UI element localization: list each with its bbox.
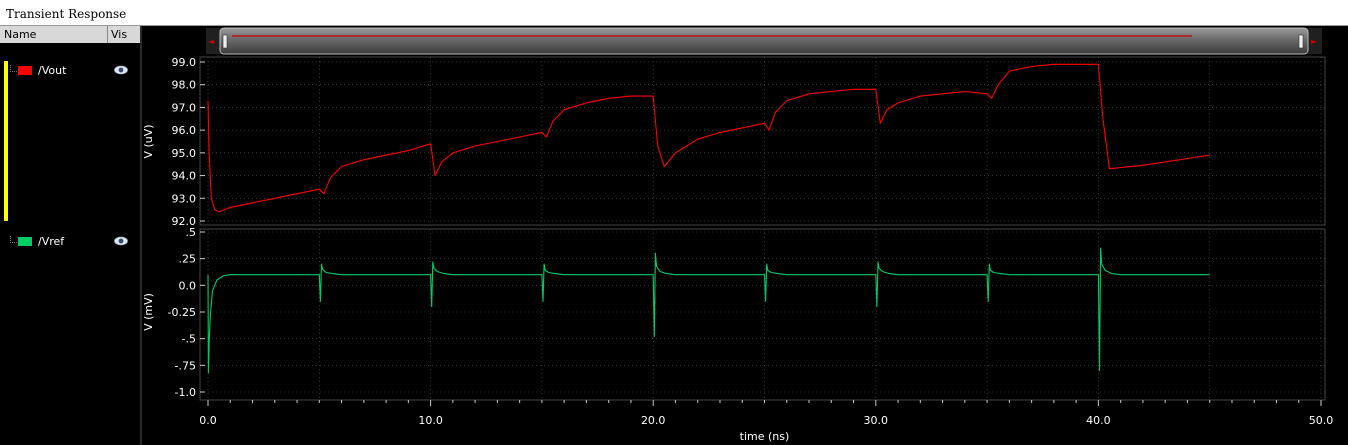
eye-icon[interactable]	[114, 65, 128, 75]
x-tick-label: 30.0	[864, 414, 889, 427]
y-axis-label-vref: V (mV)	[142, 293, 155, 331]
signal-row-vout[interactable]: /Vout	[0, 62, 140, 80]
signal-label-vref: /Vref	[38, 235, 65, 248]
signal-label-vout: /Vout	[38, 64, 67, 77]
series-line-vref	[207, 247, 1210, 374]
scrollbar-thumb	[219, 27, 1309, 55]
scrollbar-left-handle	[222, 34, 228, 49]
y-tick-label: .25	[179, 253, 197, 266]
y-tick-label: -.75	[175, 359, 196, 372]
zoom-scrollbar[interactable]: ◄ ►	[206, 26, 1322, 56]
y-tick-label: -.5	[182, 333, 196, 346]
series-line-vout	[207, 63, 1210, 213]
x-tick-label: 0.0	[199, 414, 217, 427]
x-tick-label: 20.0	[641, 414, 666, 427]
y-tick-label: 0.0	[179, 279, 197, 292]
window-title: Transient Response	[6, 7, 127, 21]
plot-frame-vref	[199, 228, 1326, 401]
y-tick-label: 92.0	[172, 215, 197, 228]
y-tick-label: 99.0	[172, 56, 197, 69]
signal-list-panel: Name Vis /Vout /Vref	[0, 26, 142, 445]
scroll-right-arrow-icon: ►	[1311, 37, 1318, 46]
vis-column-header[interactable]: Vis	[108, 26, 140, 43]
y-tick-label: 97.0	[172, 101, 197, 114]
title-bar: Transient Response	[0, 0, 1348, 26]
y-tick-label: -0.25	[168, 306, 196, 319]
y-tick-label: 95.0	[172, 147, 197, 160]
x-axis-label: time (ns)	[740, 430, 790, 443]
y-tick-label: 93.0	[172, 192, 197, 205]
y-axis-label-vout: V (uV)	[142, 124, 155, 158]
plot-frame-vout	[199, 56, 1326, 226]
y-tick-label: -1.0	[175, 386, 196, 399]
x-tick-label: 50.0	[1309, 414, 1334, 427]
tree-connector	[10, 236, 17, 243]
x-tick-label: 10.0	[418, 414, 443, 427]
scrollbar-right-handle	[1298, 34, 1304, 49]
name-column-header[interactable]: Name	[0, 26, 108, 43]
vref-color-swatch	[18, 237, 32, 246]
selection-bar	[4, 61, 8, 221]
y-tick-label: 94.0	[172, 170, 197, 183]
y-tick-label: 96.0	[172, 124, 197, 137]
eye-icon[interactable]	[114, 236, 128, 246]
signal-row-vref[interactable]: /Vref	[0, 233, 140, 251]
scroll-left-arrow-icon: ◄	[208, 37, 215, 46]
vout-color-swatch	[18, 66, 32, 75]
y-tick-label: 98.0	[172, 79, 197, 92]
x-tick-label: 40.0	[1086, 414, 1111, 427]
tree-connector	[10, 65, 17, 72]
y-tick-label: .5	[186, 226, 197, 239]
waveform-plot-area[interactable]: 92.0 93.0 94.0 95.0 96.0 97.0 98.0 99.0 V (uV) -1…	[140, 56, 1348, 445]
